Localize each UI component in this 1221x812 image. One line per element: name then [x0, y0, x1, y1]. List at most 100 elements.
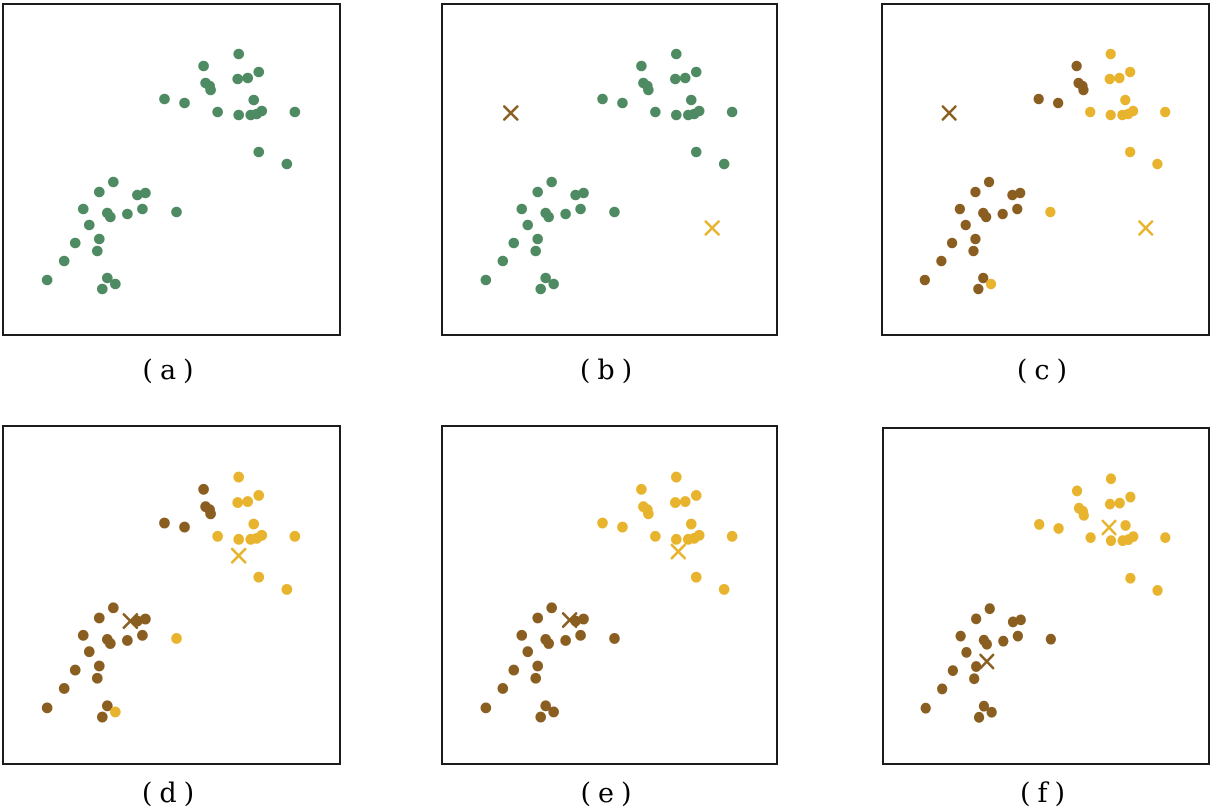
scatter-point-brown	[969, 673, 980, 685]
panel-c-plot	[881, 3, 1210, 336]
scatter-point-brown	[522, 646, 534, 658]
scatter-point-green	[670, 73, 681, 85]
scatter-point-brown	[83, 646, 95, 658]
panel-d-label: (d)	[141, 778, 202, 809]
scatter-point-green	[560, 208, 571, 220]
scatter-point-brown	[1071, 60, 1082, 72]
scatter-point-green	[671, 48, 682, 60]
scatter-point-green	[212, 106, 223, 118]
scatter-point-brown	[954, 203, 966, 215]
scatter-point-brown	[978, 700, 990, 712]
centroid-x-marker-brown	[122, 613, 139, 630]
centroid-x-marker-brown	[503, 105, 519, 121]
centroid-x-marker-brown	[979, 653, 995, 670]
scatter-point-yellow	[1045, 206, 1056, 218]
scatter-point-yellow	[1104, 498, 1116, 510]
scatter-point-green	[179, 97, 190, 109]
scatter-point-brown	[122, 635, 133, 646]
scatter-point-green	[91, 245, 103, 257]
scatter-point-green	[105, 211, 116, 223]
panel-f-label: (f)	[1019, 778, 1073, 809]
scatter-point-green	[232, 73, 244, 85]
scatter-point-yellow	[232, 497, 244, 508]
panel-f-plot	[882, 427, 1210, 765]
scatter-point-yellow	[1071, 485, 1083, 497]
scatter-point-yellow	[110, 706, 121, 718]
scatter-point-yellow	[1085, 106, 1096, 118]
scatter-point-brown	[1015, 614, 1026, 626]
scatter-point-brown	[41, 702, 53, 714]
panel-a-scatter	[41, 48, 301, 295]
scatter-point-green	[532, 233, 543, 245]
scatter-point-yellow	[1105, 109, 1116, 121]
centroid-x-marker-yellow	[1101, 519, 1117, 536]
scatter-point-yellow	[718, 583, 730, 595]
scatter-point-yellow	[256, 529, 268, 541]
scatter-point-brown	[978, 272, 989, 284]
scatter-point-brown	[535, 711, 546, 723]
scatter-point-brown	[91, 672, 103, 684]
scatter-point-brown	[973, 283, 984, 295]
scatter-point-yellow	[1125, 572, 1136, 584]
scatter-point-brown	[998, 635, 1009, 647]
panel-e-scatter	[480, 471, 738, 723]
scatter-point-brown	[69, 664, 81, 676]
scatter-point-brown	[508, 664, 520, 676]
scatter-point-yellow	[1152, 585, 1163, 596]
scatter-point-brown	[961, 646, 972, 658]
scatter-point-brown	[105, 638, 116, 649]
scatter-point-green	[597, 93, 608, 105]
scatter-point-yellow	[1124, 66, 1136, 78]
scatter-point-brown	[1012, 203, 1023, 215]
scatter-point-green	[281, 158, 293, 170]
scatter-point-brown	[1045, 633, 1056, 645]
centroid-x-marker-yellow	[1138, 220, 1154, 236]
scatter-point-brown	[1007, 189, 1018, 201]
scatter-point-brown	[971, 661, 982, 672]
scatter-point-yellow	[1104, 73, 1115, 85]
centroid-x-marker-brown	[941, 105, 957, 121]
scatter-point-green	[159, 93, 170, 105]
scatter-point-brown	[947, 665, 959, 676]
scatter-point-green	[546, 176, 557, 188]
scatter-point-green	[690, 146, 702, 158]
scatter-point-yellow	[690, 490, 702, 501]
scatter-point-yellow	[1124, 146, 1136, 158]
panel-f-scatter	[920, 473, 1171, 723]
scatter-point-yellow	[281, 583, 293, 595]
scatter-point-green	[530, 245, 542, 257]
scatter-point-yellow	[1085, 532, 1096, 544]
scatter-point-yellow	[212, 530, 223, 542]
scatter-point-yellow	[1114, 497, 1125, 509]
scatter-point-green	[108, 176, 119, 188]
scatter-point-brown	[983, 176, 995, 188]
scatter-point-yellow	[242, 496, 254, 507]
scatter-point-brown	[1015, 187, 1026, 199]
scatter-point-green	[289, 106, 301, 118]
scatter-point-brown	[532, 660, 543, 672]
scatter-point-brown	[560, 635, 571, 646]
scatter-point-yellow	[671, 533, 682, 545]
scatter-point-green	[718, 158, 730, 170]
scatter-point-yellow	[233, 471, 245, 483]
scatter-point-brown	[919, 274, 930, 286]
scatter-point-green	[508, 237, 520, 249]
scatter-point-yellow	[1120, 520, 1131, 531]
scatter-point-brown	[973, 711, 985, 723]
scatter-point-green	[679, 72, 691, 84]
scatter-point-green	[578, 187, 589, 199]
scatter-point-brown	[140, 613, 151, 625]
scatter-point-yellow	[233, 533, 245, 545]
scatter-point-green	[171, 206, 182, 218]
scatter-point-brown	[960, 219, 971, 231]
scatter-point-brown	[936, 255, 947, 267]
scatter-point-brown	[532, 612, 543, 624]
panel-a-label: (a)	[142, 355, 201, 386]
scatter-point-brown	[920, 702, 931, 714]
scatter-point-brown	[946, 237, 958, 249]
scatter-point-green	[570, 189, 581, 201]
scatter-point-green	[497, 255, 509, 267]
scatter-point-yellow	[1114, 72, 1125, 84]
scatter-point-brown	[530, 672, 542, 684]
scatter-point-brown	[970, 186, 981, 198]
